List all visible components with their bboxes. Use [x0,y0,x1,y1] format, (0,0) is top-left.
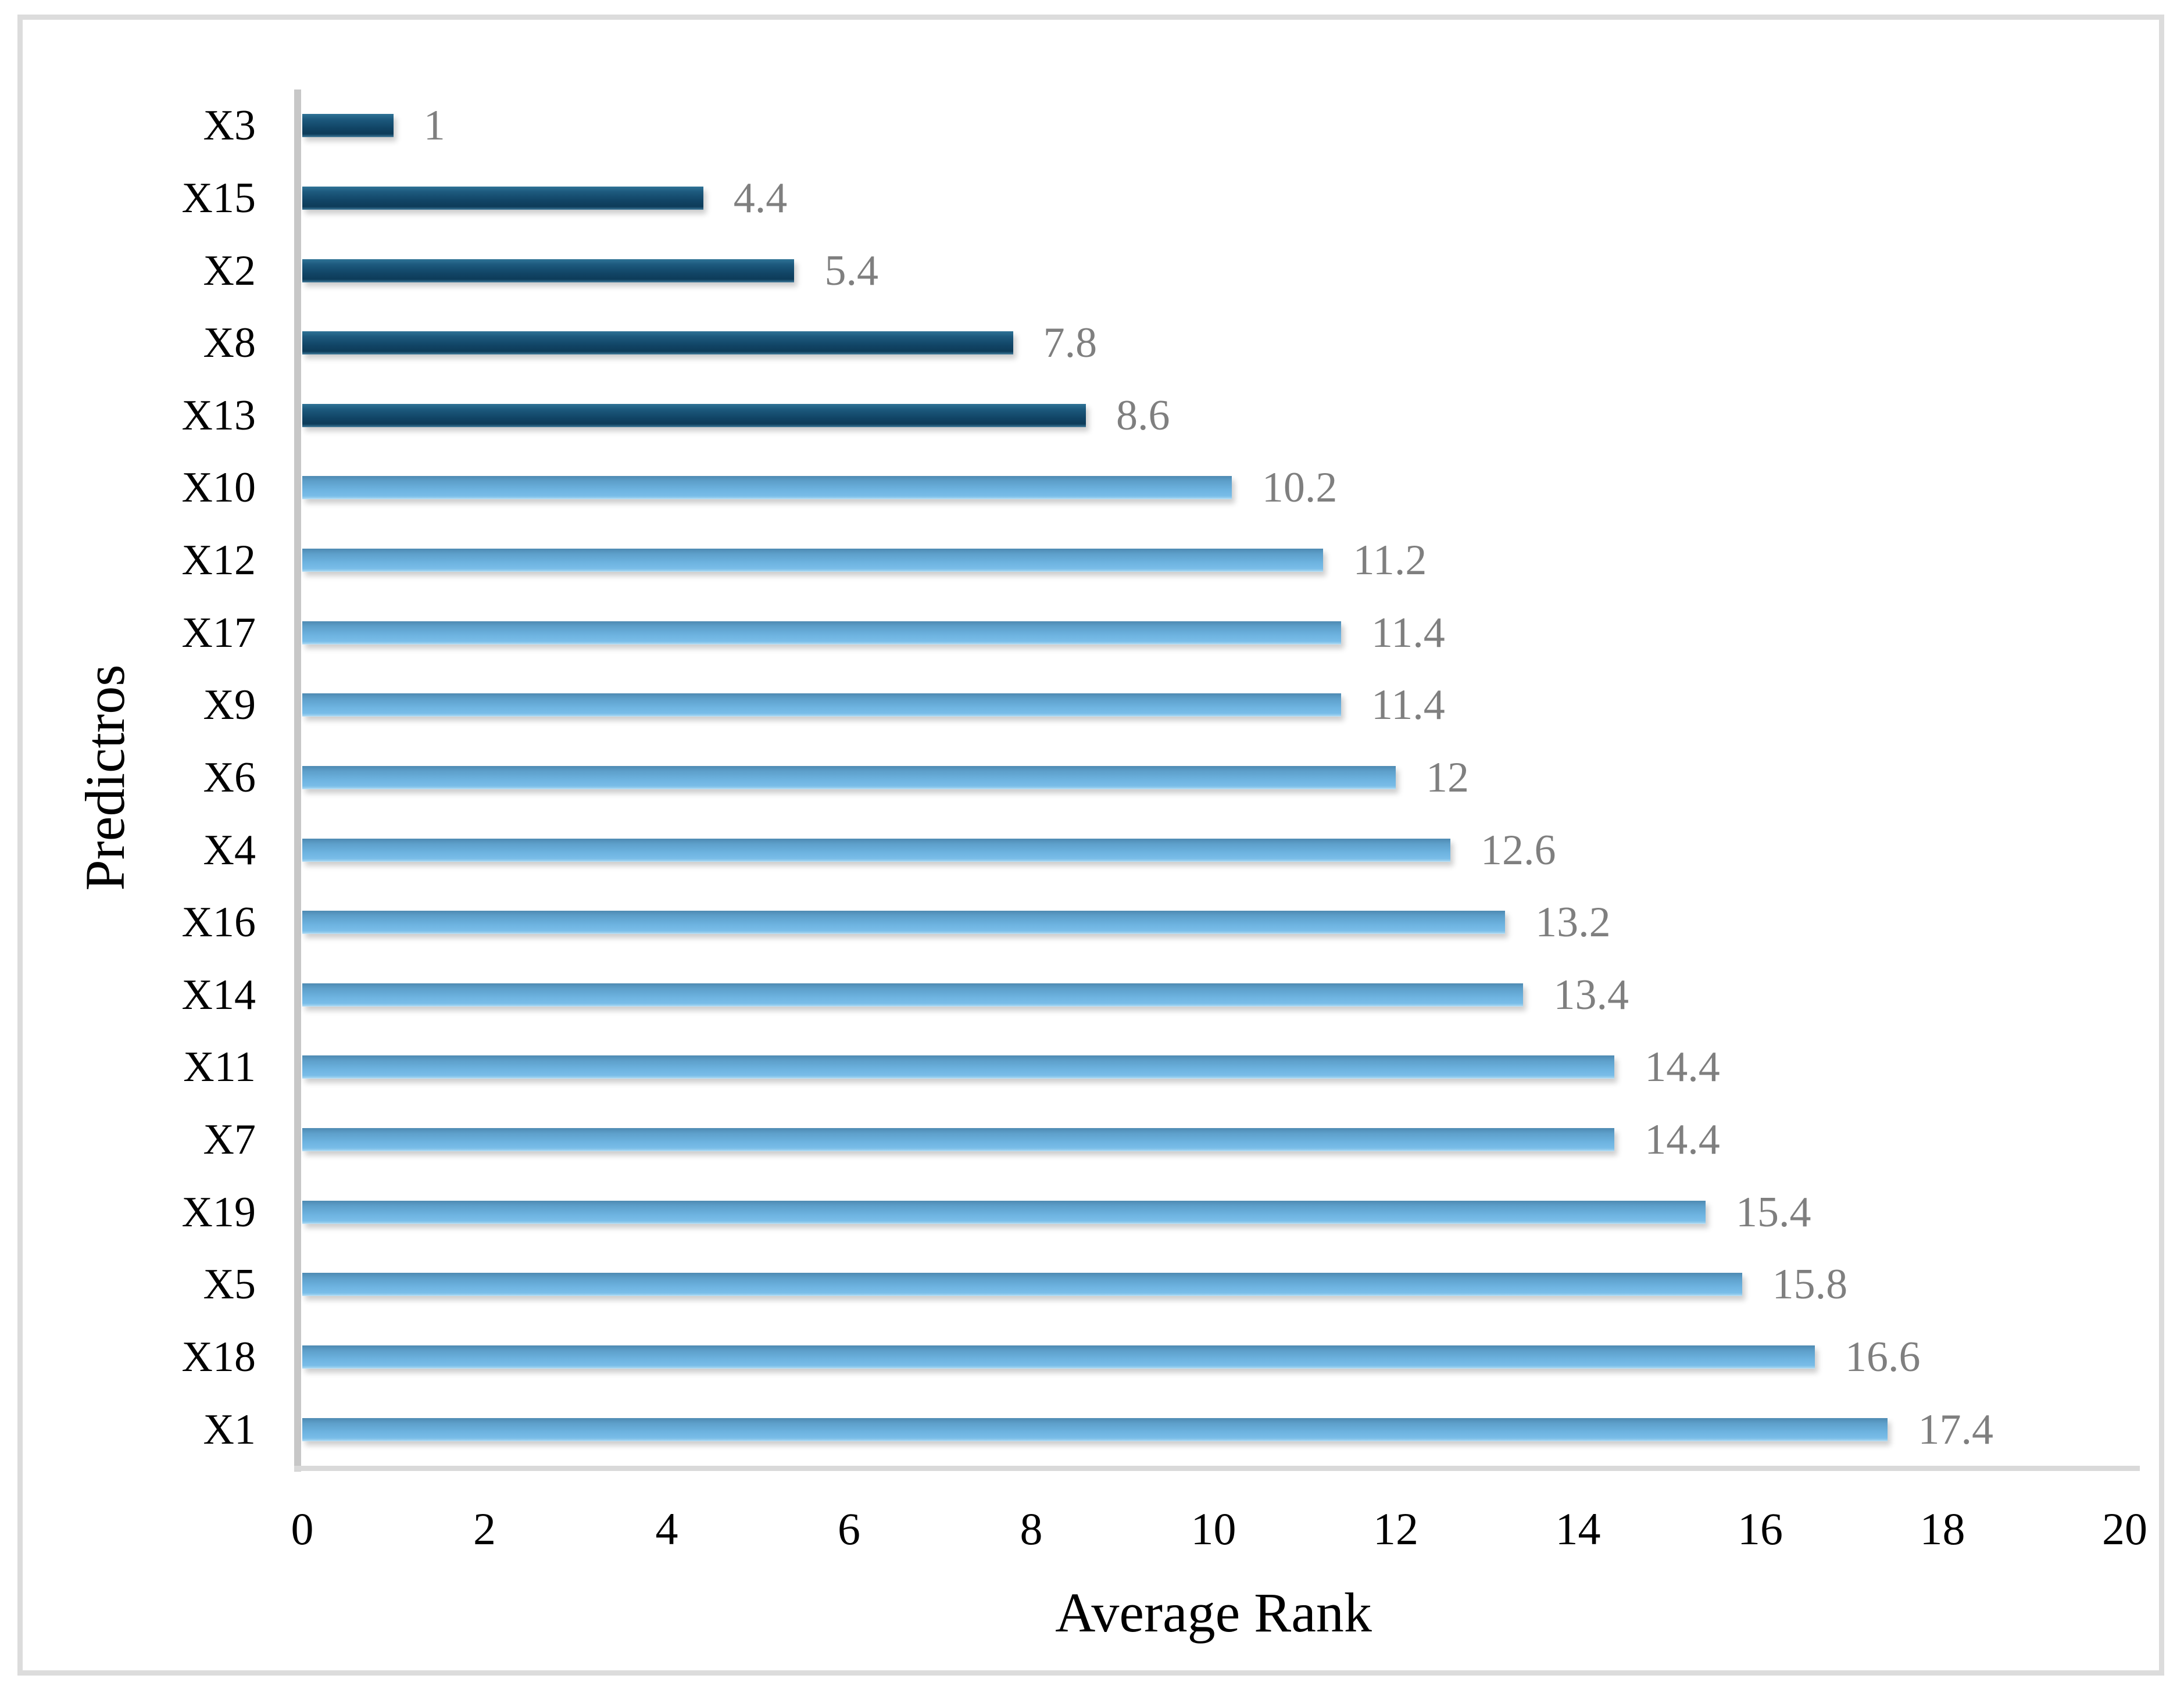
x-tick-label: 18 [1920,1504,1965,1554]
bar-row: X8 7.8 [203,307,2125,380]
bar [302,1418,1888,1441]
bar [302,838,1451,862]
value-label: 4.4 [733,174,788,222]
category-label: X13 [181,391,256,439]
value-label: 16.6 [1845,1333,1921,1381]
bar [302,621,1341,645]
value-label: 14.4 [1645,1116,1720,1164]
value-label: 13.4 [1553,971,1629,1019]
bar-rows: X3 1 X15 4.4 X2 5.4 X8 7.8 X13 8.6 X10 10.2 X12 11.2 X… [182,90,2125,1466]
category-label: X16 [181,899,256,947]
value-label: 10.2 [1261,464,1338,512]
category-label: X18 [181,1333,256,1381]
figure-frame: Predictros X3 1 X15 4.4 X2 5.4 X8 7.8 X13 8.6 X10 1… [17,15,2164,1676]
bar-row: X17 11.4 [182,596,2125,669]
y-axis-title: Predictros [74,664,136,891]
category-label: X1 [203,1405,256,1454]
bar [302,1273,1742,1297]
category-label: X12 [181,536,256,585]
value-label: 11.2 [1353,536,1427,585]
bar-row: X14 13.4 [182,959,2125,1032]
x-tick-label: 14 [1555,1504,1601,1554]
x-tick-label: 6 [838,1504,860,1554]
bar [302,114,394,138]
bar-row: X13 8.6 [182,380,2125,452]
value-label: 5.4 [824,246,878,295]
bar [302,476,1232,500]
x-axis-line [294,1466,2140,1471]
bar-row: X3 1 [203,90,2125,162]
bar [302,403,1086,427]
bar-row: X11 14.4 [183,1031,2125,1104]
x-tick-label: 16 [1738,1504,1783,1554]
bar-row: X4 12.6 [203,814,2125,886]
category-label: X10 [181,464,256,512]
bar [302,259,795,282]
value-label: 12 [1426,753,1469,801]
value-label: 15.4 [1735,1188,1811,1236]
category-label: X4 [203,826,256,874]
bar [302,331,1013,355]
bar-row: X19 15.4 [182,1176,2125,1248]
category-label: X2 [203,246,256,295]
category-label: X7 [203,1116,256,1164]
bar-row: X2 5.4 [203,234,2125,307]
bar [302,1055,1615,1079]
bar [302,1200,1706,1224]
category-label: X15 [181,174,256,222]
category-label: X8 [203,319,256,367]
bar [302,1128,1615,1152]
bar [302,765,1396,789]
bar-row: X15 4.4 [182,162,2125,235]
bar-row: X9 11.4 [203,669,2125,742]
x-axis-title: Average Rank [1055,1581,1372,1644]
x-tick-label: 0 [291,1504,314,1554]
value-label: 15.8 [1772,1261,1848,1309]
category-label: X9 [203,681,256,729]
value-label: 17.4 [1918,1405,1993,1454]
x-tick-label: 20 [2102,1504,2147,1554]
bar-row: X5 15.8 [203,1248,2125,1321]
x-tick-label: 4 [655,1504,678,1554]
x-tick-label: 2 [473,1504,496,1554]
category-label: X3 [203,102,256,150]
value-label: 14.4 [1645,1043,1720,1091]
bar-row: X16 13.2 [182,886,2125,959]
x-axis-ticks: 0 2 4 6 8 10 12 14 16 18 20 [291,1504,2148,1559]
value-label: 7.8 [1043,319,1098,367]
category-label: X6 [203,753,256,801]
category-label: X14 [181,971,256,1019]
value-label: 11.4 [1371,609,1445,657]
bar [302,549,1323,572]
bar [302,911,1506,935]
bar [302,186,703,210]
bar [302,983,1524,1007]
bar-row: X18 16.6 [182,1321,2125,1394]
category-label: X17 [181,609,256,657]
plot-area: X3 1 X15 4.4 X2 5.4 X8 7.8 X13 8.6 X10 10.2 X12 11.2 X… [182,90,2147,1641]
x-tick-label: 12 [1373,1504,1418,1554]
value-label: 13.2 [1535,899,1611,947]
bar [302,1345,1815,1369]
bar-row: X12 11.2 [182,524,2125,597]
x-tick-label: 10 [1191,1504,1236,1554]
value-label: 11.4 [1371,681,1445,729]
category-label: X19 [181,1188,256,1236]
x-tick-label: 8 [1020,1504,1043,1554]
bar-row: X1 17.4 [203,1393,2125,1466]
category-label: X11 [183,1043,256,1091]
value-label: 1 [423,102,445,150]
bar-row: X6 12 [203,742,2125,814]
bar-row: X7 14.4 [203,1104,2125,1176]
value-label: 8.6 [1116,391,1170,439]
bar [302,693,1341,717]
value-label: 12.6 [1481,826,1556,874]
category-label: X5 [203,1261,256,1309]
bar-row: X10 10.2 [182,452,2125,524]
y-axis-line [294,90,301,1472]
